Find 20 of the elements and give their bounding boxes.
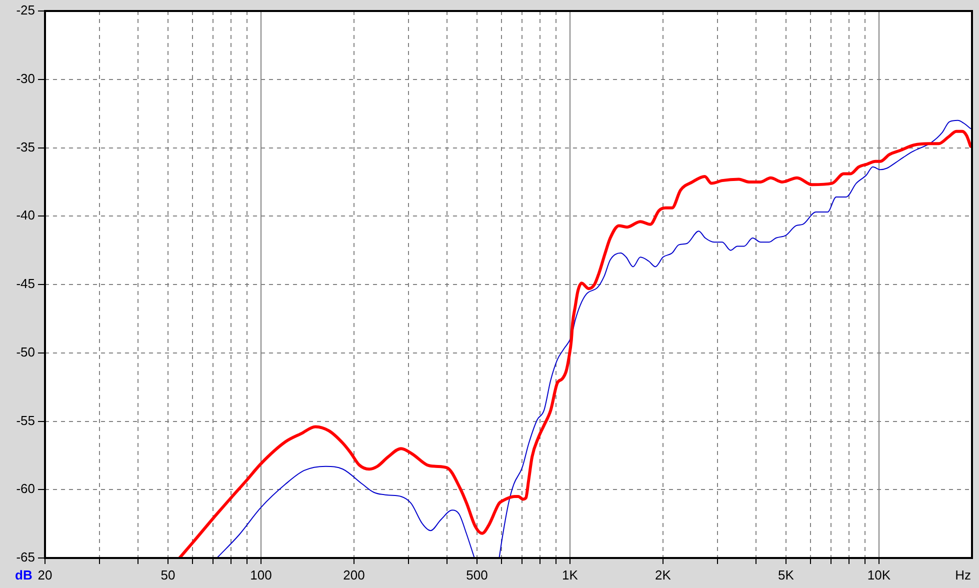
x-tick-label: 200 xyxy=(343,567,365,582)
x-tick-label: 2K xyxy=(655,567,672,582)
y-axis-title: dB xyxy=(15,568,32,583)
y-tick-label: -55 xyxy=(16,412,35,428)
y-tick-label: -30 xyxy=(16,70,35,86)
x-tick-label: 50 xyxy=(160,567,176,582)
y-tick-label: -45 xyxy=(16,276,35,292)
x-tick-label: 500 xyxy=(466,567,488,582)
y-tick-label: -25 xyxy=(16,2,35,18)
y-tick-label: -35 xyxy=(16,139,35,154)
x-tick-label: 20 xyxy=(38,567,52,582)
y-tick-label: -50 xyxy=(16,344,35,360)
x-tick-label: 5K xyxy=(778,567,794,582)
x-tick-label: 100 xyxy=(250,567,272,582)
y-tick-label: -40 xyxy=(16,208,35,223)
y-tick-label: -65 xyxy=(16,550,35,565)
x-axis-title: Hz xyxy=(955,568,971,583)
y-tick-label: -60 xyxy=(16,481,35,496)
x-tick-label: 10K xyxy=(867,567,891,582)
x-tick-label: 1K xyxy=(562,567,578,582)
